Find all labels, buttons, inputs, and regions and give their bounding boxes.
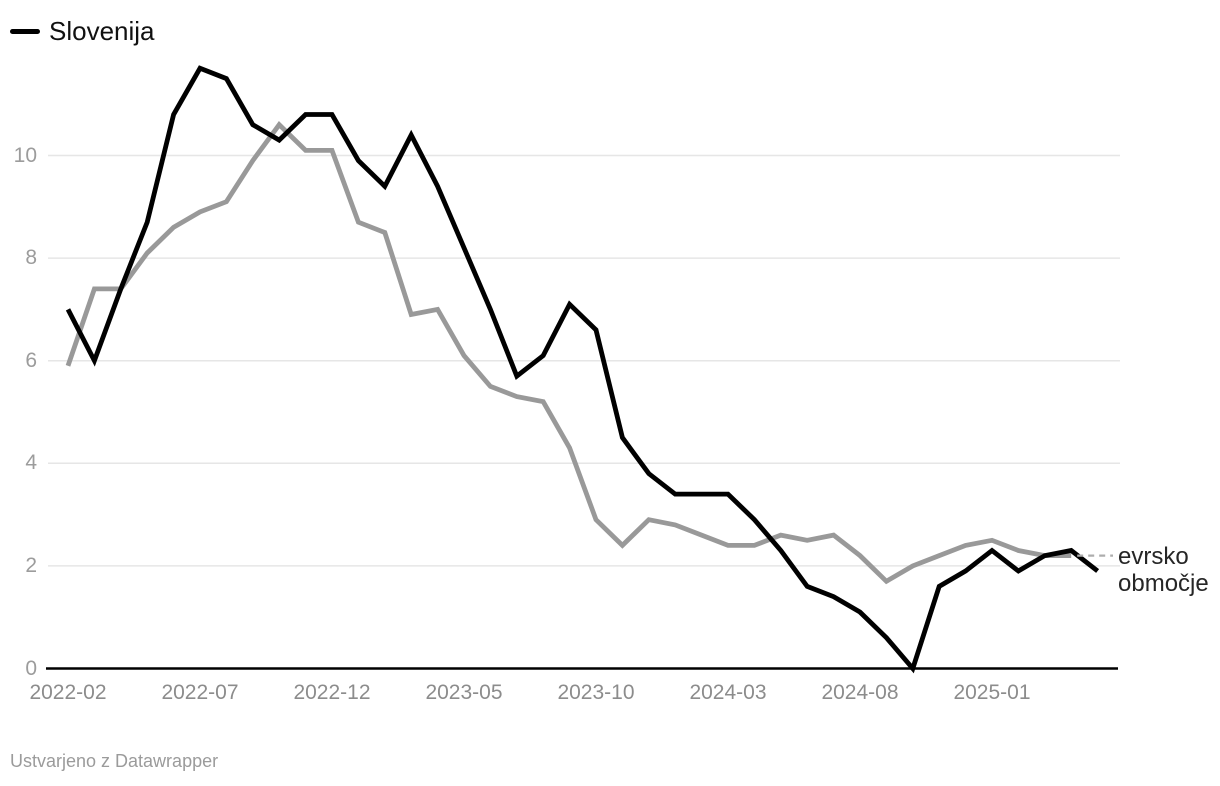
- legend-label-slovenija: Slovenija: [49, 16, 155, 46]
- series-label-evrsko-obmocje: evrsko območje: [1118, 543, 1209, 597]
- x-tick-label-2022-07: 2022-07: [161, 681, 239, 704]
- line-slovenija: [65, 65, 1100, 674]
- attribution-link[interactable]: Ustvarjeno z Datawrapper: [10, 751, 219, 771]
- x-tick-label-2022-02: 2022-02: [29, 681, 107, 704]
- x-tick-label-2022-12: 2022-12: [293, 681, 371, 704]
- x-tick-label-2024-08: 2024-08: [821, 681, 899, 704]
- x-tick-label-2023-05: 2023-05: [425, 681, 503, 704]
- x-tick-label-2024-03: 2024-03: [689, 681, 767, 704]
- x-tick-label-2025-01: 2025-01: [953, 681, 1031, 704]
- y-tick-label-6: 6: [25, 348, 37, 372]
- y-tick-label-0: 0: [25, 656, 37, 680]
- y-tick-label-4: 4: [25, 451, 37, 475]
- y-tick-label-10: 10: [13, 143, 37, 167]
- series-label-line-2: območje: [1118, 570, 1209, 597]
- y-tick-label-8: 8: [25, 246, 37, 270]
- legend-swatch-slovenija: [10, 28, 40, 34]
- line-evrsko-obmocje: [65, 121, 1072, 585]
- y-tick-label-2: 2: [25, 553, 37, 577]
- legend: Slovenija: [10, 16, 155, 46]
- x-tick-label-2023-10: 2023-10: [557, 681, 635, 704]
- series-label-line-1: evrsko: [1118, 543, 1189, 570]
